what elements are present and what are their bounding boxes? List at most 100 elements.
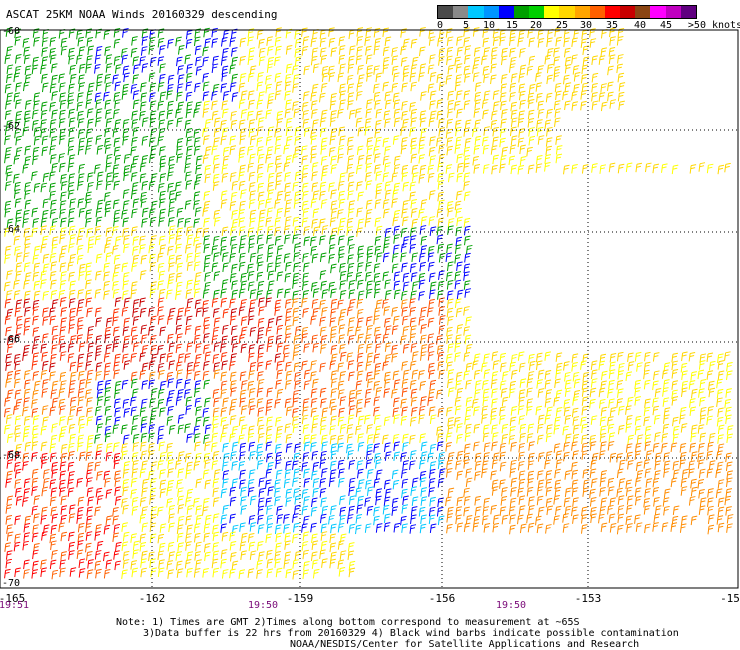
wind-barb [481, 362, 488, 372]
wind-barb [59, 415, 66, 426]
wind-barb [537, 452, 545, 462]
wind-barb [104, 73, 111, 84]
wind-barb [148, 307, 155, 317]
wind-barb [167, 100, 174, 111]
wind-barb [238, 99, 246, 109]
wind-barb [571, 461, 578, 472]
wind-barb [546, 63, 554, 74]
wind-barb [446, 108, 454, 118]
wind-barb [301, 145, 308, 155]
wind-barb [427, 333, 435, 343]
wind-barb [337, 389, 345, 399]
wind-barb [177, 217, 184, 228]
wind-barb [86, 137, 93, 147]
wind-barb [384, 442, 391, 452]
wind-barb [256, 450, 264, 461]
wind-barb [319, 47, 327, 57]
wind-barb [697, 479, 705, 489]
wind-barb [382, 56, 390, 67]
wind-barb [69, 253, 76, 264]
wind-barb [130, 289, 137, 299]
wind-barb [447, 369, 455, 379]
wind-barb [276, 118, 284, 128]
wind-barb [113, 146, 121, 157]
wind-barb [680, 362, 688, 373]
wind-barb [456, 470, 463, 481]
wind-barb [211, 145, 218, 155]
wind-barb [86, 172, 94, 182]
wind-barb [265, 468, 273, 479]
wind-barb [49, 54, 57, 64]
wind-barb [239, 72, 247, 83]
wind-barb [76, 514, 83, 524]
wind-barb [690, 451, 698, 461]
wind-barb [211, 262, 219, 272]
wind-barb [67, 478, 74, 489]
wind-barb [366, 378, 374, 388]
wind-barb [420, 451, 428, 461]
wind-barb [357, 441, 365, 452]
wind-barb [607, 81, 614, 92]
wind-barb [418, 290, 425, 301]
wind-barb [240, 316, 248, 326]
wind-barb [49, 225, 56, 235]
wind-barb [231, 289, 239, 300]
wind-barb [339, 262, 346, 273]
wind-barb [212, 524, 219, 535]
wind-barb [150, 388, 158, 398]
wind-barb [617, 495, 625, 505]
wind-barb [293, 362, 301, 372]
wind-barb [699, 497, 707, 507]
wind-barb [581, 396, 589, 406]
wind-barb [473, 406, 480, 416]
wind-barb [401, 378, 409, 389]
wind-barb [708, 432, 716, 443]
wind-barb [95, 317, 102, 327]
wind-barb [510, 164, 518, 175]
wind-barb [140, 92, 148, 102]
wind-barb [159, 353, 167, 363]
wind-barb [258, 56, 266, 66]
wind-barb [355, 524, 362, 535]
wind-barb [31, 477, 39, 488]
wind-barb [141, 460, 148, 470]
wind-barb [77, 145, 85, 156]
wind-barb [76, 441, 84, 452]
wind-barb [608, 369, 616, 379]
wind-barb [310, 371, 317, 381]
wind-barb [625, 423, 632, 433]
wind-barb [68, 504, 76, 514]
wind-barb [400, 227, 408, 238]
wind-barb [168, 225, 176, 235]
wind-barb [581, 405, 589, 416]
wind-barb [167, 468, 174, 478]
wind-barb [366, 99, 373, 109]
wind-barb [679, 523, 687, 533]
wind-barb [518, 83, 526, 94]
wind-barb [339, 280, 346, 290]
wind-barb [177, 424, 185, 435]
wind-barb [42, 360, 49, 371]
wind-barb [320, 334, 328, 345]
wind-barb [239, 55, 246, 66]
wind-barb [419, 477, 427, 487]
wind-barb [249, 209, 257, 220]
wind-barb [131, 505, 139, 516]
wind-barb [465, 362, 473, 373]
wind-barb [447, 416, 454, 427]
wind-barb [474, 471, 481, 481]
wind-barb [330, 405, 337, 416]
wind-barb [284, 398, 292, 408]
wind-barb [139, 541, 147, 552]
wind-barb [600, 497, 608, 507]
wind-barb [373, 45, 381, 56]
wind-barb [195, 559, 202, 569]
wind-barb [175, 315, 183, 325]
wind-barb [411, 496, 419, 506]
wind-barb [454, 298, 462, 308]
wind-barb [563, 37, 570, 47]
wind-barb [22, 540, 29, 551]
wind-barb [348, 280, 356, 290]
wind-barb [292, 407, 299, 418]
wind-barb [337, 72, 345, 83]
